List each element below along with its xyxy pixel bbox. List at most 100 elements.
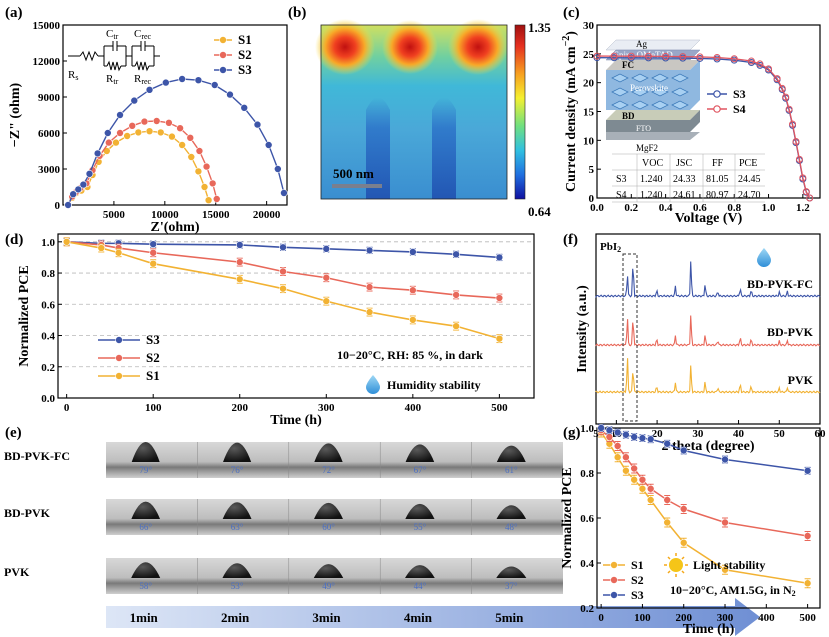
data-point (785, 105, 793, 113)
data-point (235, 258, 244, 266)
y-tick-label: 0.2 (580, 603, 594, 615)
data-point (235, 275, 244, 284)
y-tick-label: 0.4 (580, 558, 594, 570)
angle-label: 37° (505, 581, 518, 591)
data-point (409, 286, 417, 295)
data-point (165, 119, 173, 127)
data-point (226, 90, 234, 99)
data-point (630, 433, 638, 441)
time-label: 1min (130, 610, 159, 625)
data-point (116, 129, 124, 137)
y-axis-label: −Z" (ohm) (8, 82, 23, 147)
y-tick-label: 1.0 (580, 423, 594, 435)
data-point (202, 162, 211, 171)
field-intensity-map: 500 nm 1.35 0.64 (315, 19, 551, 219)
data-point (630, 475, 638, 484)
table-header-pce: PCE (739, 158, 757, 169)
data-point (93, 149, 102, 158)
data-point (115, 372, 123, 380)
data-point (219, 66, 227, 74)
droplet (314, 502, 343, 519)
data-point (803, 466, 812, 475)
droplet (405, 565, 435, 578)
data-point (613, 442, 622, 450)
data-point (646, 484, 655, 493)
y-tick-label: 0.6 (580, 513, 594, 525)
data-point (178, 75, 186, 83)
data-point (123, 132, 131, 140)
y-tick-label: 0.4 (41, 331, 55, 343)
y-tick-label: 9000 (38, 92, 61, 104)
panel-label-b: (b) (288, 5, 306, 21)
table-cell: 80.97 (706, 190, 729, 201)
angle-label: 72° (322, 465, 335, 475)
table-cell: S3 (616, 174, 627, 185)
data-point (679, 53, 687, 61)
nyquist-chart: 5000 10000 15000 20000 0 3000 6000 9000 12000 150… (8, 20, 288, 235)
pbi2-highlight-box (622, 253, 638, 422)
x-tick-label: 0.0 (590, 202, 604, 214)
data-point (64, 201, 72, 209)
sample-label: BD-PVK-FC (4, 449, 70, 463)
panel-label-a: (a) (5, 5, 23, 21)
x-tick-label: 0.8 (727, 202, 741, 214)
data-point (721, 518, 729, 527)
circuit-label-rrec: Rrec (134, 73, 152, 86)
time-arrow (106, 598, 760, 636)
data-point (322, 273, 331, 282)
x-tick-label: 500 (491, 402, 508, 414)
map-valley (366, 97, 390, 199)
data-point (149, 240, 157, 248)
data-point (194, 167, 203, 176)
table-cell: 24.61 (673, 190, 696, 201)
angle-label: 58° (139, 581, 152, 591)
data-point (134, 128, 143, 137)
legend-label: S3 (238, 62, 252, 77)
data-point (495, 294, 504, 302)
circuit-label-crec: Crec (134, 28, 152, 41)
legend-label: S2 (631, 573, 644, 587)
data-point (452, 250, 460, 259)
data-point (156, 128, 165, 137)
data-point (280, 189, 288, 197)
data-point (105, 138, 113, 147)
data-point (802, 188, 810, 196)
x-tick-label: 0.6 (693, 202, 707, 214)
jv-chart: 0.0 0.2 0.4 0.6 0.8 1.0 1.2 0 5 10 15 20 25 30 Voltage… (561, 20, 821, 226)
layer-label-bd: BD (622, 111, 635, 121)
data-point (721, 455, 729, 464)
y-tick-label: 0 (589, 193, 595, 205)
y-tick-label: 15000 (33, 20, 61, 32)
pv-parameter-table: VOC JSC FF PCE S3 1.240 24.33 81.05 24.4… (612, 153, 765, 203)
data-point (69, 190, 77, 198)
data-point (721, 565, 729, 574)
data-point (679, 505, 688, 513)
map-frame (320, 24, 508, 200)
angle-label: 44° (414, 581, 427, 591)
time-label: 5min (495, 610, 524, 625)
x-tick-label: 500 (799, 612, 816, 624)
y-tick-label: 12000 (33, 56, 61, 68)
colorbar (514, 24, 526, 200)
layer-label-mgf2: MgF2 (636, 143, 658, 153)
data-point (62, 238, 71, 246)
table-header-voc: VOC (642, 158, 663, 169)
layer-label-ag: Ag (636, 39, 647, 49)
droplet (496, 505, 527, 519)
data-point (264, 141, 273, 149)
scale-bar-label: 500 nm (333, 166, 374, 181)
data-point (208, 179, 217, 188)
y-tick-label: 3000 (38, 164, 61, 176)
data-point (789, 120, 797, 128)
humidity-stability-chart: 0 100 200 300 400 500 0.0 0.2 0.4 0.6 0.8 1.0 Time (… (17, 233, 535, 428)
data-point (140, 117, 149, 126)
circuit-label-rtr: Rtr (106, 73, 119, 86)
sample-label: BD-PVK (4, 506, 51, 520)
data-point (79, 180, 88, 189)
angle-label: 49° (322, 581, 335, 591)
data-point (663, 518, 672, 527)
data-point (152, 117, 161, 125)
x-tick-label: 100 (145, 402, 162, 414)
droplet (405, 444, 435, 462)
